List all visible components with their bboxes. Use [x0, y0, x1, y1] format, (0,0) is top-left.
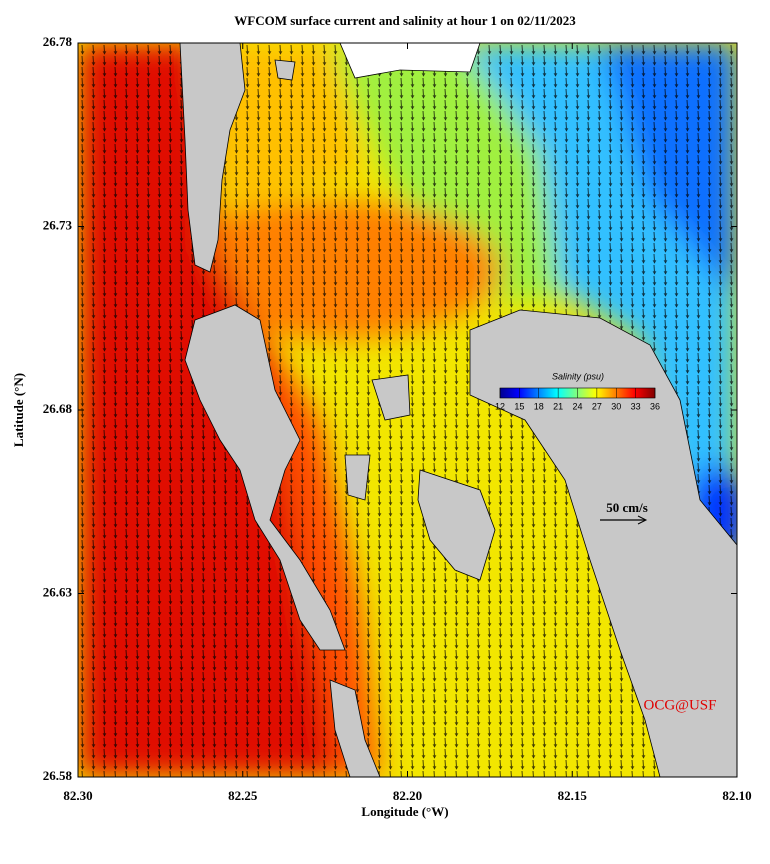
credit: OCG@USF: [643, 697, 716, 713]
y-tick-label: 26.68: [43, 401, 73, 416]
colorbar-tick-label: 24: [572, 401, 582, 411]
land: [179, 43, 737, 777]
y-tick-label: 26.63: [43, 584, 73, 599]
x-tick-label: 82.10: [722, 788, 751, 803]
colorbar-tick-label: 21: [553, 401, 563, 411]
y-axis-label: Latitude (°N): [11, 373, 26, 447]
colorbar-tick-label: 36: [650, 401, 660, 411]
scale-arrow: 50 cm/s: [600, 500, 648, 525]
colorbar-tick-label: 30: [611, 401, 621, 411]
title: WFCOM surface current and salinity at ho…: [234, 13, 576, 28]
scale-label: 50 cm/s: [606, 500, 648, 515]
y-tick-label: 26.78: [43, 34, 73, 49]
x-tick-label: 82.30: [63, 788, 92, 803]
y-tick-label: 26.73: [43, 217, 73, 232]
colorbar-tick-label: 27: [592, 401, 602, 411]
y-tick-label: 26.58: [43, 768, 73, 783]
colorbar-tick-label: 12: [495, 401, 505, 411]
x-axis-label: Longitude (°W): [361, 804, 448, 819]
scale-arrow-head: [637, 515, 648, 525]
x-tick-label: 82.15: [558, 788, 588, 803]
colorbar-tick-label: 33: [631, 401, 641, 411]
x-tick-label: 82.25: [228, 788, 258, 803]
colorbar-tick-label: 15: [514, 401, 524, 411]
colorbar-label: Salinity (psu): [552, 371, 604, 381]
x-tick-label: 82.20: [393, 788, 422, 803]
colorbar-tick-label: 18: [534, 401, 544, 411]
